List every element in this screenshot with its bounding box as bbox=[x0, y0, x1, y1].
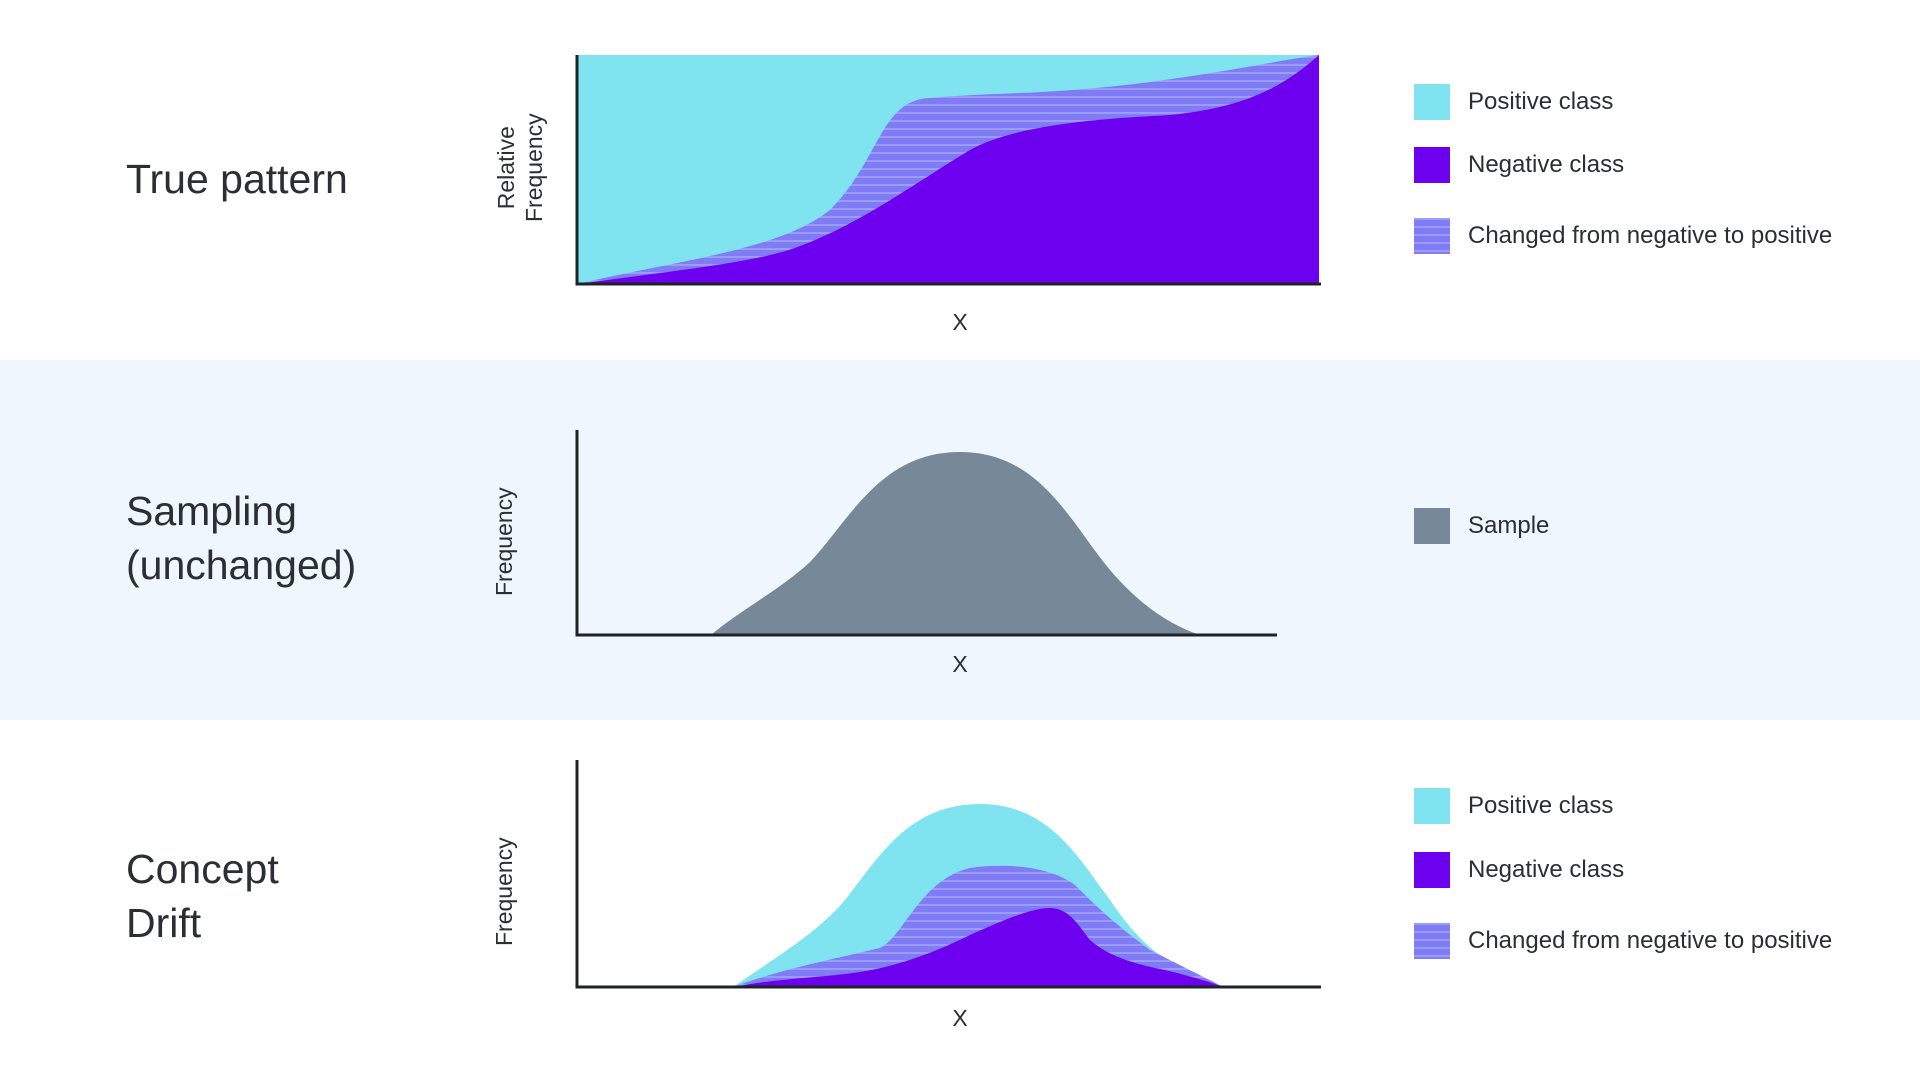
negative-class-area bbox=[577, 55, 1319, 284]
sample-area bbox=[711, 452, 1200, 635]
true-pattern-title: True pattern bbox=[126, 152, 348, 206]
legend-positive-class: Positive class bbox=[1414, 83, 1613, 121]
concept-drift-x-axis-label: X bbox=[952, 1005, 968, 1031]
sampling-y-axis-label-line: Frequency bbox=[491, 487, 517, 596]
legend-negative-class: Negative class bbox=[1414, 851, 1624, 889]
legend-sample: Sample bbox=[1414, 507, 1549, 545]
true-pattern-axes bbox=[575, 55, 1321, 286]
legend-label: Positive class bbox=[1468, 792, 1614, 819]
concept-drift-chart bbox=[575, 760, 1321, 989]
sample-swatch bbox=[1414, 508, 1450, 544]
legend-changed: Changed from negative to positive bbox=[1414, 217, 1832, 255]
sampling-x-axis-label: X bbox=[952, 651, 968, 677]
changed-swatch bbox=[1414, 923, 1450, 959]
legend-label: Sample bbox=[1468, 512, 1550, 539]
negative-class-area bbox=[733, 908, 1224, 987]
legend-changed: Changed from negative to positive bbox=[1414, 922, 1832, 960]
concept-drift-y-axis-label: Frequency bbox=[490, 837, 518, 946]
true-pattern-y-axis-label: Relative Frequency bbox=[492, 113, 548, 222]
concept-drift-y-axis-label-line: Frequency bbox=[491, 837, 517, 946]
concept-drift-title: Concept Drift bbox=[126, 842, 279, 950]
concept-drift-axes bbox=[575, 760, 1321, 989]
sampling-title-line-2: (unchanged) bbox=[126, 542, 357, 588]
changed-swatch bbox=[1414, 218, 1450, 254]
sampling-axes bbox=[575, 430, 1277, 637]
sampling-chart bbox=[575, 430, 1277, 637]
sampling-title-line-1: Sampling bbox=[126, 488, 297, 534]
concept-drift-title-line-1: Concept bbox=[126, 846, 279, 892]
true-pattern-chart bbox=[575, 55, 1321, 286]
true-pattern-y-axis-label-line-2: Frequency bbox=[521, 113, 547, 222]
legend-label: Negative class bbox=[1468, 151, 1625, 178]
legend-label: Negative class bbox=[1468, 856, 1625, 883]
legend-negative-class: Negative class bbox=[1414, 146, 1624, 184]
positive-class-swatch bbox=[1414, 84, 1450, 120]
legend-positive-class: Positive class bbox=[1414, 787, 1613, 825]
legend-label: Changed from negative to positive bbox=[1468, 927, 1833, 954]
legend-label: Changed from negative to positive bbox=[1468, 222, 1833, 249]
sampling-y-axis-label: Frequency bbox=[490, 487, 518, 596]
negative-class-swatch bbox=[1414, 147, 1450, 183]
negative-class-swatch bbox=[1414, 852, 1450, 888]
positive-class-swatch bbox=[1414, 788, 1450, 824]
sampling-title: Sampling (unchanged) bbox=[126, 484, 356, 592]
true-pattern-y-axis-label-line-1: Relative bbox=[493, 126, 519, 210]
legend-label: Positive class bbox=[1468, 88, 1614, 115]
true-pattern-x-axis-label: X bbox=[952, 309, 968, 335]
concept-drift-title-line-2: Drift bbox=[126, 900, 202, 946]
true-pattern-title-line: True pattern bbox=[126, 156, 348, 202]
